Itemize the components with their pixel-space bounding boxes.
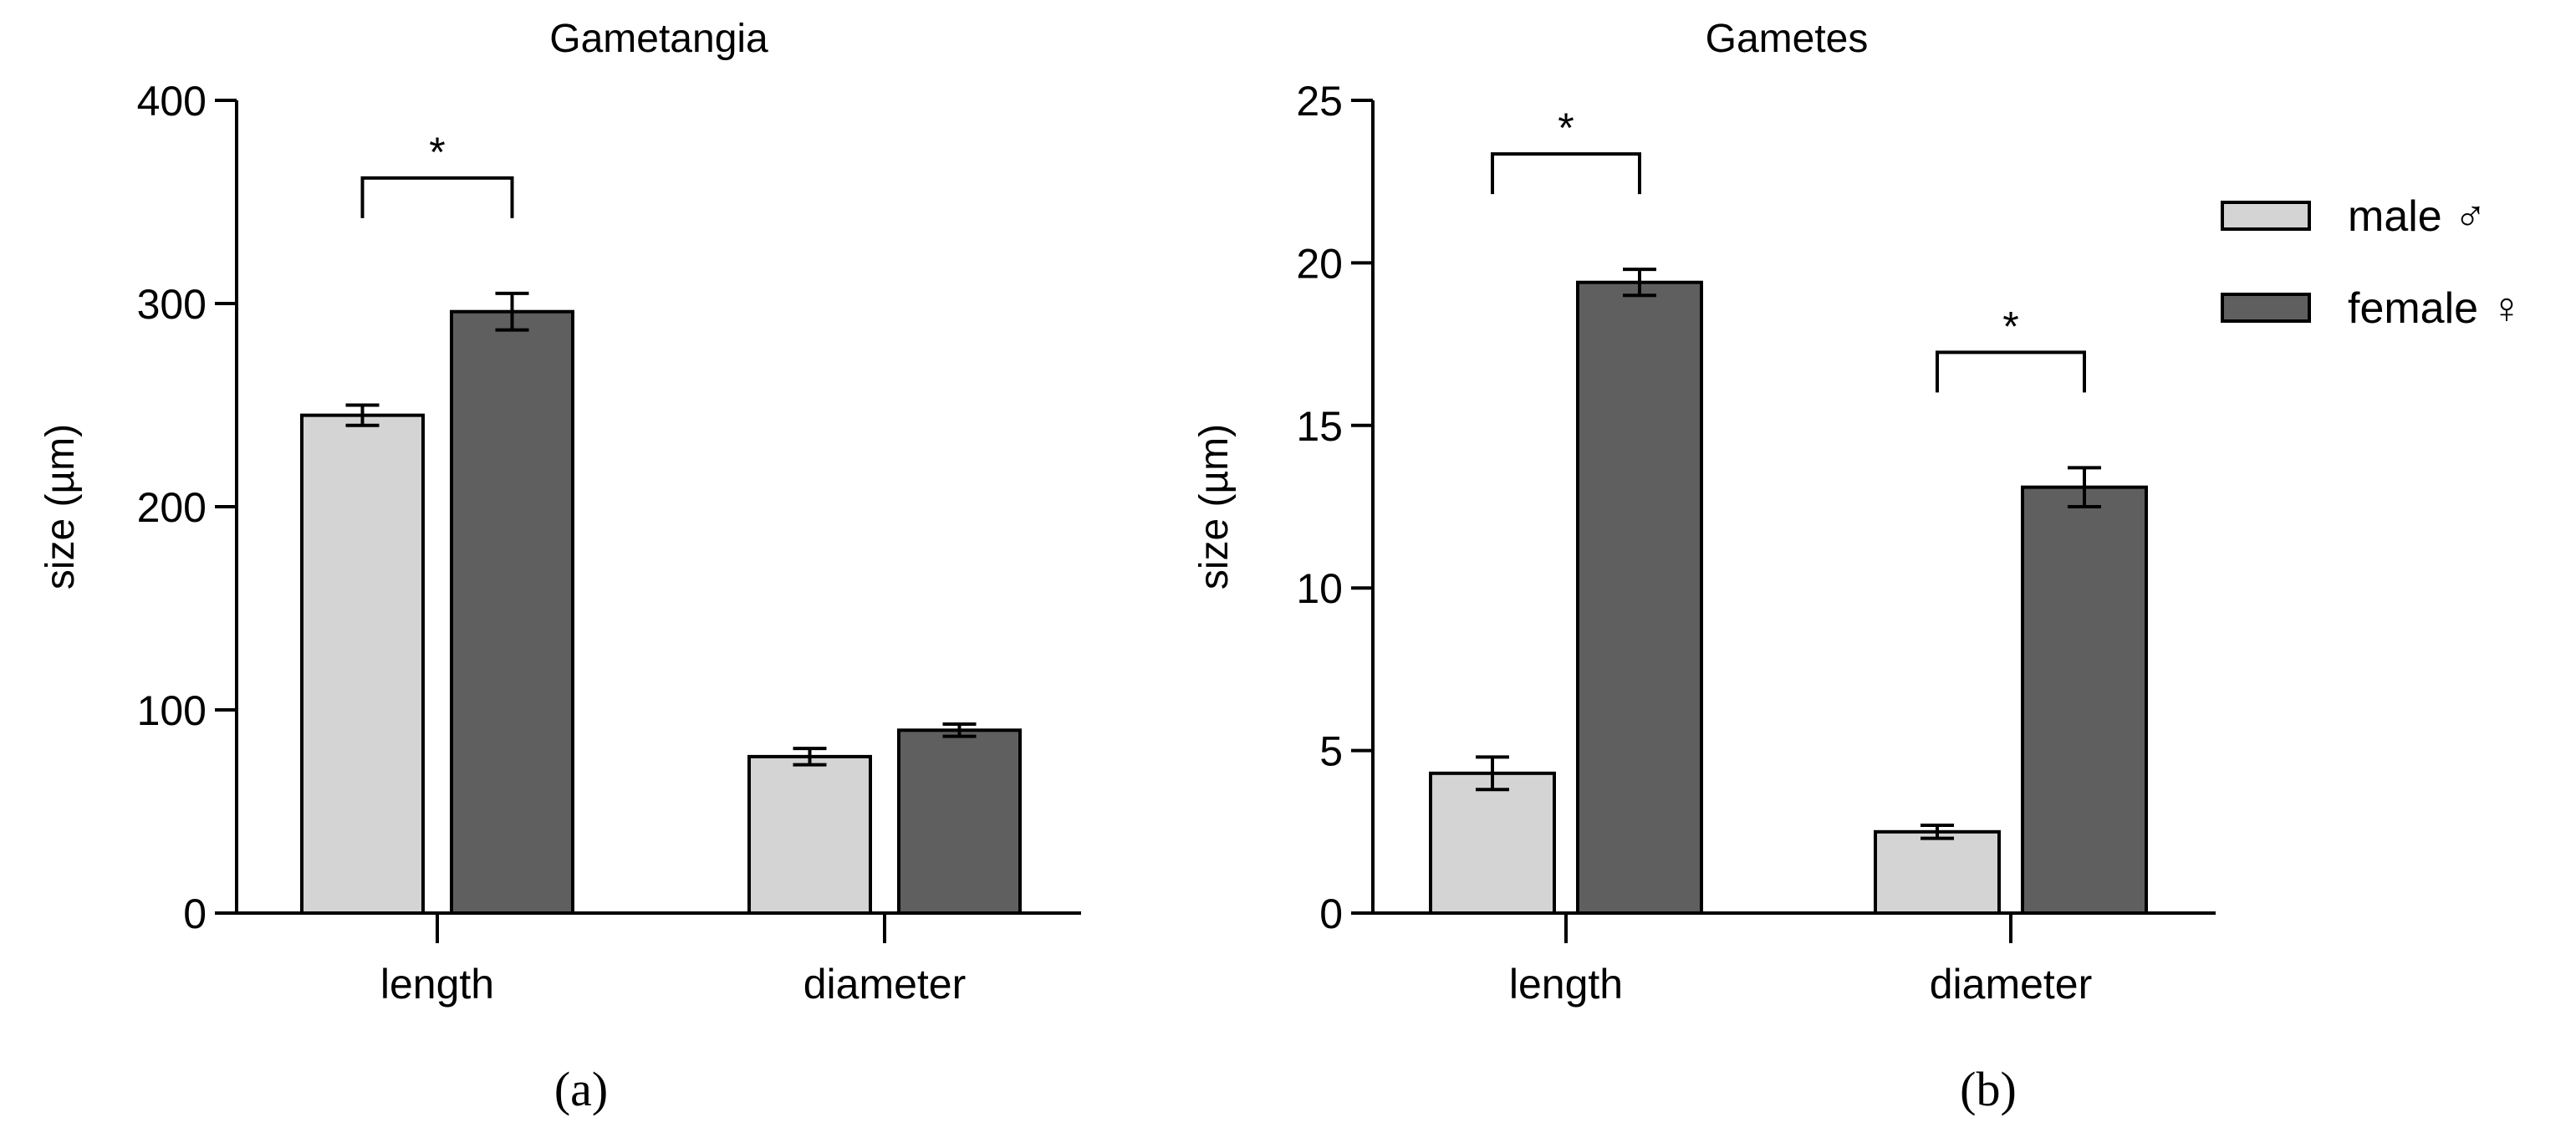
error-bar-male-length <box>1476 755 1509 792</box>
panel-label: (b) <box>1960 1062 2017 1116</box>
y-tick-label: 25 <box>1296 78 1343 125</box>
error-bar-female-diameter <box>2068 466 2101 508</box>
bar-female-diameter <box>2021 485 2148 915</box>
bar-female-diameter <box>897 728 1022 915</box>
legend-swatch-male <box>2221 201 2311 231</box>
significance-bracket-line <box>1491 152 1641 195</box>
y-tick-label: 5 <box>1319 728 1343 775</box>
y-axis-label: size (µm) <box>1192 424 1237 589</box>
y-tick-label: 10 <box>1296 565 1343 612</box>
y-tick-label: 15 <box>1296 403 1343 450</box>
error-bar-male-diameter <box>1921 824 1954 840</box>
bar-male-diameter <box>1874 829 2001 915</box>
significance-bracket-line <box>1936 350 2086 393</box>
legend-swatch-female <box>2221 293 2311 323</box>
x-tick-label-length: length <box>380 961 494 1008</box>
error-bar-female-length <box>1623 268 1656 298</box>
y-tick-label: 0 <box>1319 890 1343 937</box>
y-tick-label: 400 <box>137 78 207 125</box>
chart-panel-b: Gametes size (µm) 0 5 10 15 20 25 length diameter… <box>1192 17 2523 1116</box>
chart-panel-a: Gametangia size (µm) 0 100 200 300 400 length di… <box>38 17 1081 1116</box>
chart-title: Gametes <box>1706 17 1869 61</box>
legend-label-male: male ♂ <box>2348 192 2487 241</box>
legend-label-female: female ♀ <box>2348 284 2523 333</box>
x-tick-label-length: length <box>1509 961 1623 1008</box>
x-tick-label-diameter: diameter <box>1930 961 2093 1008</box>
y-tick-label: 100 <box>137 687 207 734</box>
bar-female-length <box>450 309 574 916</box>
bar-male-length <box>300 413 425 915</box>
x-tick-label-diameter: diameter <box>803 961 967 1008</box>
y-tick-label: 200 <box>137 484 207 531</box>
significance-bracket: * <box>360 129 514 218</box>
bar-male-length <box>1429 771 1556 915</box>
significance-bracket-line <box>360 176 514 218</box>
error-bar-female-length <box>495 291 529 332</box>
y-tick-label: 20 <box>1296 240 1343 287</box>
error-bar-male-length <box>345 403 380 427</box>
y-tick-label: 0 <box>183 890 207 937</box>
chart-title: Gametangia <box>549 17 768 61</box>
significance-star: * <box>429 129 445 176</box>
error-bar-female-diameter <box>942 722 977 738</box>
y-axis-label: size (µm) <box>38 424 83 589</box>
y-tick-label: 300 <box>137 281 207 328</box>
bar-female-length <box>1576 280 1703 915</box>
bar-male-diameter <box>747 754 872 916</box>
error-bar-male-diameter <box>793 747 827 767</box>
significance-star: * <box>1558 105 1574 151</box>
significance-bracket: * <box>1936 303 2086 393</box>
significance-bracket: * <box>1491 105 1641 195</box>
significance-star: * <box>2002 303 2018 350</box>
legend: male ♂ female ♀ <box>2221 192 2523 333</box>
panel-label: (a) <box>554 1062 608 1116</box>
